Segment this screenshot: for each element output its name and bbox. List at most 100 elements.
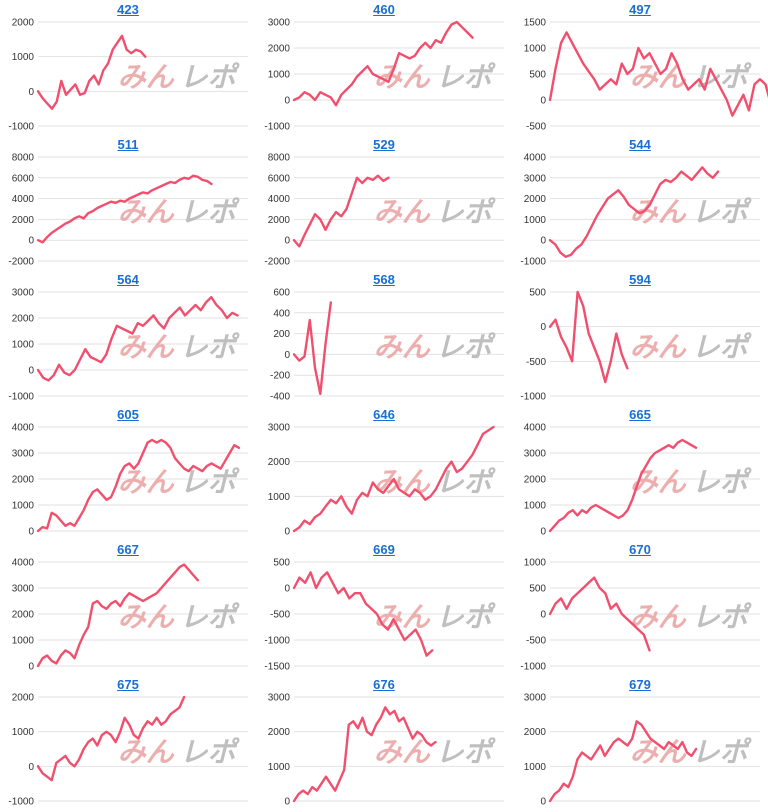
- series-line: [36, 295, 239, 382]
- y-tick-label: 6000: [12, 173, 35, 184]
- y-tick-label: -400: [270, 392, 290, 403]
- watermark-logo: みん: [374, 195, 431, 228]
- y-tick-label: 0: [28, 527, 34, 538]
- watermark-logo: みん: [630, 600, 687, 633]
- watermark-logo: レポ: [180, 330, 240, 363]
- series-line: [548, 720, 698, 803]
- chart-panel-675: 675 -1000 0 1000 2000 みん レポ: [0, 677, 256, 812]
- series-line: [548, 290, 629, 384]
- series-line: [292, 301, 333, 396]
- chart-title-link[interactable]: 423: [117, 2, 139, 17]
- chart-panel-564: 564 -1000 0 1000 2000 3000 みん レポ: [0, 272, 256, 407]
- y-tick-label: 0: [540, 527, 546, 538]
- watermark-logo: みん: [118, 735, 175, 768]
- line-chart: 0 1000 2000 3000 みん レポ: [524, 693, 760, 808]
- watermark-logo: みん: [118, 330, 175, 363]
- y-tick-label: 2000: [524, 727, 547, 738]
- y-tick-label: 1000: [12, 727, 35, 738]
- y-tick-label: 0: [284, 584, 290, 595]
- watermark-logo: みん: [630, 735, 687, 768]
- y-tick-label: 0: [540, 96, 546, 107]
- watermark-logo: みん: [118, 465, 175, 498]
- y-tick-label: 2000: [268, 457, 291, 468]
- chart-panel-568: 568 -400 -200 0 200 400 600 みん レポ: [256, 272, 512, 407]
- y-tick-label: 3000: [268, 423, 291, 434]
- chart-title-link[interactable]: 646: [373, 407, 395, 422]
- chart-title-link[interactable]: 667: [117, 542, 139, 557]
- y-tick-label: -1000: [520, 392, 546, 403]
- y-tick-label: 1000: [268, 492, 291, 503]
- chart-title-link[interactable]: 676: [373, 677, 395, 692]
- y-tick-label: 0: [284, 236, 290, 247]
- y-tick-label: 0: [28, 236, 34, 247]
- y-tick-label: 0: [540, 797, 546, 808]
- chart-title-link[interactable]: 568: [373, 272, 395, 287]
- y-tick-label: 500: [529, 288, 546, 299]
- series-line: [36, 34, 147, 110]
- y-tick-label: -1000: [8, 392, 34, 403]
- chart-title-link[interactable]: 669: [373, 542, 395, 557]
- y-tick-label: 0: [284, 797, 290, 808]
- watermark-logo: レポ: [436, 735, 496, 768]
- y-tick-label: 2000: [12, 18, 35, 29]
- y-tick-label: 0: [28, 762, 34, 773]
- chart-title-link[interactable]: 670: [629, 542, 651, 557]
- series-line: [292, 20, 474, 107]
- chart-panel-667: 667 0 1000 2000 3000 4000 みん レポ: [0, 542, 256, 677]
- line-chart: -1000 -500 0 500 みん レポ: [520, 288, 760, 403]
- y-tick-label: 2000: [268, 44, 291, 55]
- chart-title-link[interactable]: 460: [373, 2, 395, 17]
- y-tick-label: 1000: [12, 501, 35, 512]
- y-tick-label: 500: [529, 584, 546, 595]
- y-tick-label: 0: [28, 366, 34, 377]
- chart-panel-646: 646 0 1000 2000 3000 みん レポ: [256, 407, 512, 542]
- y-tick-label: -1000: [8, 122, 34, 133]
- y-tick-label: -1500: [264, 662, 290, 673]
- watermark-logo: みん: [118, 60, 175, 93]
- y-tick-label: 3000: [12, 584, 35, 595]
- y-tick-label: -1000: [8, 797, 34, 808]
- chart-title-link[interactable]: 511: [117, 137, 139, 152]
- watermark-logo: レポ: [436, 600, 496, 633]
- chart-panel-423: 423 -1000 0 1000 2000 みん レポ: [0, 2, 256, 137]
- y-tick-label: 0: [284, 527, 290, 538]
- y-tick-label: 0: [284, 350, 290, 361]
- y-tick-label: 3000: [12, 449, 35, 460]
- series-line: [36, 174, 213, 244]
- chart-title-link[interactable]: 675: [117, 677, 139, 692]
- series-line: [292, 174, 390, 248]
- series-line: [36, 695, 186, 782]
- y-tick-label: 4000: [524, 423, 547, 434]
- line-chart: -1000 0 1000 2000 みん レポ: [8, 18, 248, 133]
- chart-title-link[interactable]: 679: [629, 677, 651, 692]
- line-chart: -1000 0 1000 2000 3000 みん レポ: [8, 288, 248, 403]
- chart-title-link[interactable]: 665: [629, 407, 651, 422]
- watermark-logo: レポ: [180, 600, 240, 633]
- chart-panel-669: 669 -1500 -1000 -500 0 500 みん レポ: [256, 542, 512, 677]
- series-line: [548, 31, 768, 117]
- y-tick-label: 4000: [524, 153, 547, 164]
- watermark-logo: みん: [374, 600, 431, 633]
- chart-title-link[interactable]: 564: [117, 272, 139, 287]
- y-tick-label: 1000: [268, 70, 291, 81]
- y-tick-label: 4000: [268, 194, 291, 205]
- watermark-logo: レポ: [180, 60, 240, 93]
- y-tick-label: 6000: [268, 173, 291, 184]
- chart-title-link[interactable]: 544: [629, 137, 651, 152]
- chart-panel-511: 511 -2000 0 2000 4000 6000 8000 みん レポ: [0, 137, 256, 272]
- chart-title-link[interactable]: 594: [629, 272, 651, 287]
- chart-panel-497: 497 -500 0 500 1000 1500 みん レポ: [512, 2, 768, 137]
- watermark-logo: レポ: [692, 195, 752, 228]
- chart-title-link[interactable]: 529: [373, 137, 395, 152]
- y-tick-label: 4000: [12, 558, 35, 569]
- y-tick-label: -1000: [520, 662, 546, 673]
- chart-title-link[interactable]: 497: [629, 2, 651, 17]
- y-tick-label: 1000: [524, 215, 547, 226]
- y-tick-label: 1000: [12, 340, 35, 351]
- chart-panel-460: 460 -1000 0 1000 2000 3000 みん レポ: [256, 2, 512, 137]
- chart-title-link[interactable]: 605: [117, 407, 139, 422]
- watermark-logo: レポ: [692, 330, 752, 363]
